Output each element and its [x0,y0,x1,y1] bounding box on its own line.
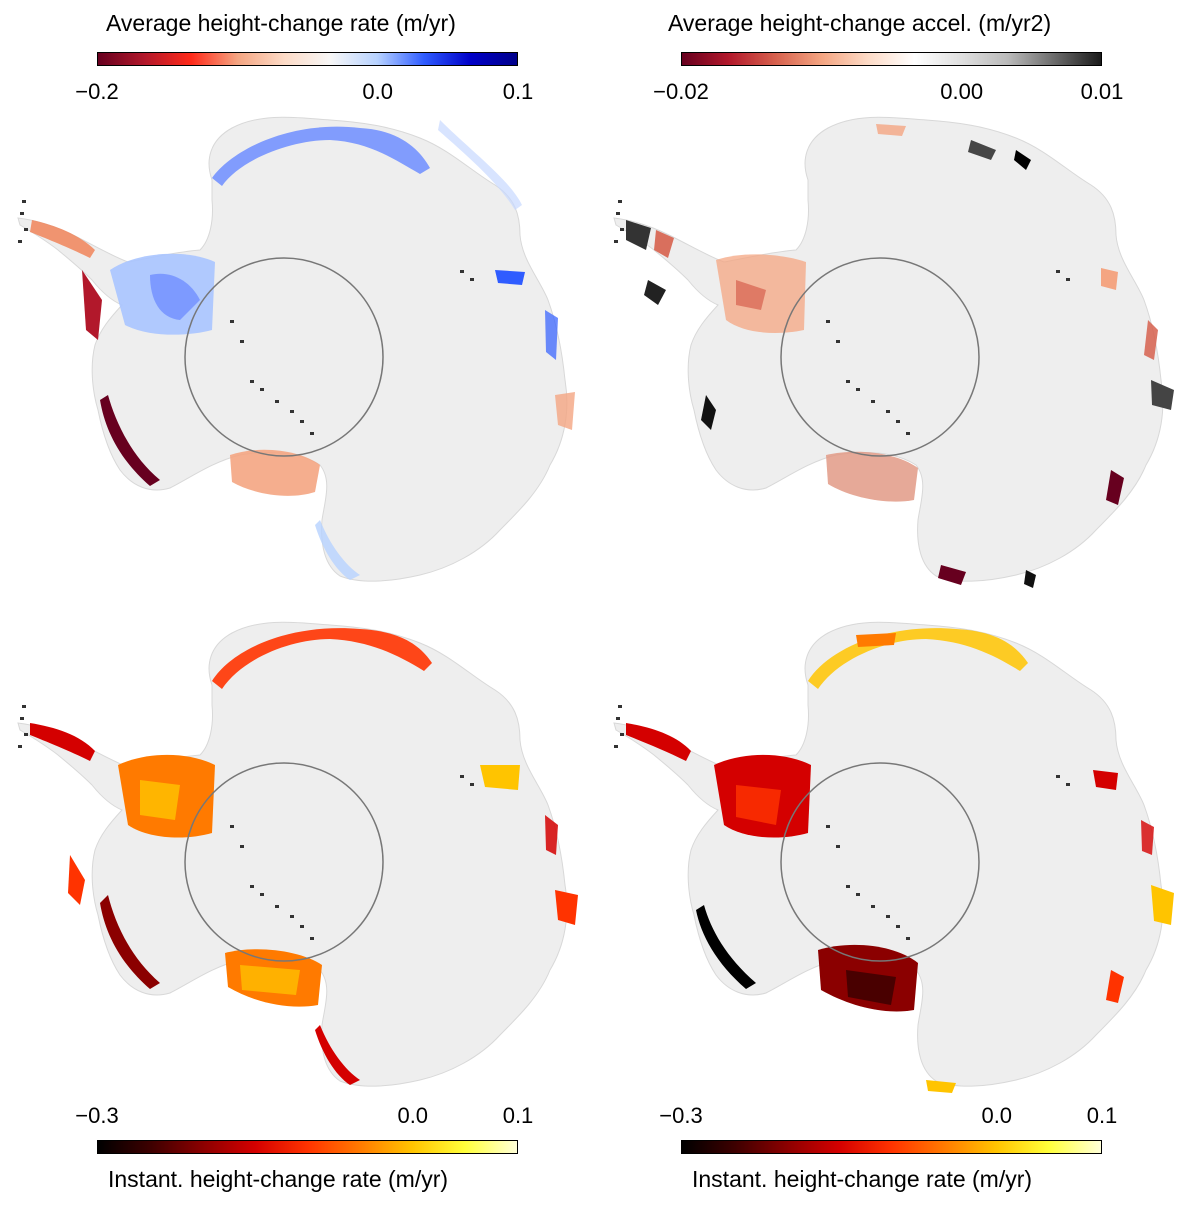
terrain-speckle [300,420,304,423]
colorbar [681,1140,1102,1154]
terrain-speckle [616,717,620,720]
terrain-speckle [620,228,624,231]
pole-circle [184,762,384,962]
terrain-speckle [275,400,279,403]
terrain-speckle [856,388,860,391]
colorbar-tick: 0.0 [397,1103,429,1128]
colorbar-title: Average height-change rate (m/yr) [106,10,456,36]
terrain-speckle [230,320,234,323]
terrain-speckle [1056,270,1060,273]
terrain-speckle [240,340,244,343]
terrain-speckle [906,432,910,435]
terrain-speckle [614,240,618,243]
terrain-speckle [470,783,474,786]
terrain-speckle [18,745,22,748]
terrain-speckle [275,905,279,908]
antarctica-landmass [613,116,1164,582]
terrain-speckle [250,380,254,383]
terrain-speckle [290,410,294,413]
colorbar [97,52,518,66]
colorbar-title: Instant. height-change rate (m/yr) [108,1166,449,1192]
terrain-speckle [1056,775,1060,778]
terrain-speckle [856,893,860,896]
terrain-speckle [836,845,840,848]
colorbar-tick: 0.01 [1080,79,1124,104]
terrain-speckle [310,937,314,940]
colorbar-title: Instant. height-change rate (m/yr) [692,1166,1033,1192]
terrain-speckle [20,212,24,215]
terrain-speckle [230,825,234,828]
pole-circle [780,762,980,962]
terrain-speckle [250,885,254,888]
terrain-speckle [871,905,875,908]
terrain-speckle [24,733,28,736]
terrain-speckle [620,733,624,736]
antarctica-map [17,621,578,1087]
colorbar-tick: 0.00 [940,79,984,104]
terrain-speckle [300,925,304,928]
coastal-anomalies [626,124,1174,588]
terrain-speckle [1066,783,1070,786]
terrain-speckle [618,705,622,708]
terrain-speckle [871,400,875,403]
colorbar-tick: 0.1 [1086,1103,1118,1128]
terrain-speckle [20,717,24,720]
colorbar-tick: −0.2 [75,79,119,104]
panel-average-rate: Average height-change rate (m/yr) −0.2 0… [0,0,596,605]
terrain-speckle [896,925,900,928]
terrain-speckle [18,240,22,243]
terrain-speckle [460,775,464,778]
terrain-speckle [614,745,618,748]
terrain-speckle [616,212,620,215]
terrain-speckle [1066,278,1070,281]
terrain-speckle [240,845,244,848]
terrain-speckle [310,432,314,435]
terrain-speckle [906,937,910,940]
panel-average-accel: Average height-change accel. (m/yr2) −0.… [596,0,1192,605]
terrain-speckle [460,270,464,273]
terrain-speckle [826,320,830,323]
terrain-speckle [470,278,474,281]
panel-instant-rate-2: −0.3 0.0 0.1 Instant. height-change rate… [596,605,1192,1210]
panel-instant-rate-1: −0.3 0.0 0.1 Instant. height-change rate… [0,605,596,1210]
terrain-speckle [836,340,840,343]
coastal-anomalies [30,628,578,1085]
colorbar-tick: 0.0 [362,79,393,104]
terrain-speckle [846,380,850,383]
terrain-speckle [886,410,890,413]
colorbar-tick: 0.1 [502,1103,534,1128]
terrain-speckle [846,885,850,888]
terrain-speckle [826,825,830,828]
terrain-speckle [22,200,26,203]
antarctica-map [613,621,1174,1093]
antarctica-map [613,116,1174,588]
colorbar-tick: −0.3 [659,1103,703,1128]
antarctica-landmass [613,621,1164,1087]
antarctica-map [17,116,575,582]
terrain-speckle [886,915,890,918]
terrain-speckle [896,420,900,423]
colorbar-tick: −0.02 [653,79,709,104]
colorbar [681,52,1102,66]
terrain-speckle [618,200,622,203]
colorbar [97,1140,518,1154]
coastal-anomalies [626,628,1174,1093]
colorbar-tick: 0.0 [981,1103,1013,1128]
antarctica-landmass [17,116,568,582]
pole-circle [780,257,980,457]
coastal-anomalies [30,120,575,580]
terrain-speckle [22,705,26,708]
colorbar-tick: 0.1 [502,79,534,104]
pole-circle [184,257,384,457]
terrain-speckle [24,228,28,231]
terrain-speckle [260,893,264,896]
antarctica-landmass [17,621,568,1087]
terrain-speckle [290,915,294,918]
colorbar-title: Average height-change accel. (m/yr2) [668,10,1052,36]
colorbar-tick: −0.3 [75,1103,119,1128]
terrain-speckle [260,388,264,391]
